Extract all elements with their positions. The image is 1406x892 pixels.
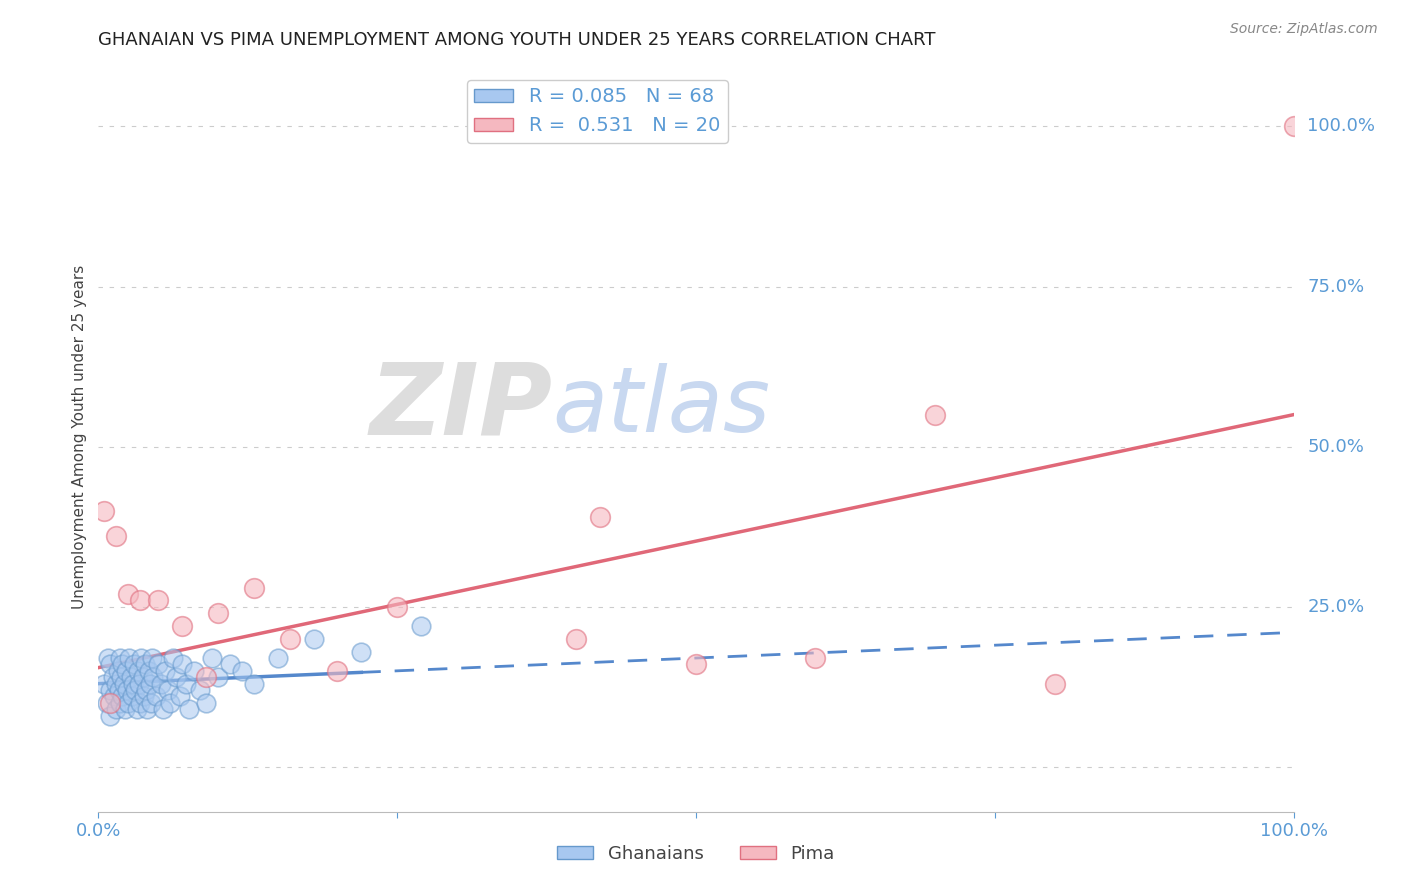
- Point: [162, 651, 184, 665]
- Point: [117, 587, 139, 601]
- Point: [97, 651, 120, 665]
- Point: [195, 670, 218, 684]
- Point: [107, 683, 129, 698]
- Point: [111, 657, 134, 672]
- Point: [411, 619, 433, 633]
- Text: Source: ZipAtlas.com: Source: ZipAtlas.com: [1230, 22, 1378, 37]
- Point: [93, 676, 115, 690]
- Point: [148, 593, 170, 607]
- Point: [172, 619, 194, 633]
- Point: [804, 651, 827, 665]
- Point: [174, 676, 197, 690]
- Legend: Ghanaians, Pima: Ghanaians, Pima: [550, 838, 842, 870]
- Point: [111, 690, 134, 704]
- Text: GHANAIAN VS PIMA UNEMPLOYMENT AMONG YOUTH UNDER 25 YEARS CORRELATION CHART: GHANAIAN VS PIMA UNEMPLOYMENT AMONG YOUT…: [98, 31, 936, 49]
- Point: [148, 657, 170, 672]
- Point: [139, 676, 162, 690]
- Point: [108, 651, 131, 665]
- Point: [155, 664, 177, 678]
- Point: [139, 696, 162, 710]
- Point: [107, 664, 129, 678]
- Text: 50.0%: 50.0%: [1308, 438, 1364, 456]
- Point: [565, 632, 588, 646]
- Point: [141, 651, 163, 665]
- Text: ZIP: ZIP: [370, 359, 553, 456]
- Point: [156, 683, 179, 698]
- Point: [115, 683, 138, 698]
- Point: [114, 702, 136, 716]
- Point: [120, 670, 142, 684]
- Point: [117, 696, 139, 710]
- Point: [108, 696, 131, 710]
- Point: [165, 670, 187, 684]
- Point: [183, 664, 205, 678]
- Point: [1043, 676, 1066, 690]
- Point: [129, 696, 152, 710]
- Point: [127, 664, 149, 678]
- Point: [169, 690, 191, 704]
- Point: [105, 702, 128, 716]
- Point: [685, 657, 707, 672]
- Point: [179, 702, 201, 716]
- Point: [207, 606, 229, 620]
- Point: [302, 632, 325, 646]
- Point: [243, 676, 266, 690]
- Point: [589, 510, 612, 524]
- Point: [267, 651, 290, 665]
- Point: [131, 670, 153, 684]
- Point: [105, 529, 128, 543]
- Point: [98, 696, 122, 710]
- Point: [124, 683, 146, 698]
- Point: [138, 664, 160, 678]
- Point: [188, 683, 211, 698]
- Point: [134, 657, 156, 672]
- Point: [131, 651, 153, 665]
- Point: [149, 676, 172, 690]
- Text: 100.0%: 100.0%: [1308, 118, 1375, 136]
- Point: [122, 676, 145, 690]
- Point: [278, 632, 301, 646]
- Point: [105, 676, 128, 690]
- Point: [201, 651, 224, 665]
- Y-axis label: Unemployment Among Youth under 25 years: Unemployment Among Youth under 25 years: [72, 265, 87, 609]
- Text: 75.0%: 75.0%: [1308, 277, 1365, 295]
- Point: [219, 657, 242, 672]
- Point: [125, 702, 148, 716]
- Point: [98, 657, 122, 672]
- Point: [118, 651, 141, 665]
- Point: [132, 690, 155, 704]
- Point: [385, 599, 409, 614]
- Point: [145, 690, 167, 704]
- Point: [350, 645, 373, 659]
- Point: [115, 664, 138, 678]
- Point: [110, 670, 132, 684]
- Point: [142, 670, 165, 684]
- Point: [98, 683, 122, 698]
- Point: [924, 408, 946, 422]
- Point: [128, 676, 150, 690]
- Point: [124, 657, 146, 672]
- Point: [96, 696, 118, 710]
- Point: [93, 504, 115, 518]
- Point: [243, 581, 266, 595]
- Point: [172, 657, 194, 672]
- Point: [103, 690, 125, 704]
- Point: [231, 664, 253, 678]
- Text: 25.0%: 25.0%: [1308, 598, 1365, 615]
- Point: [135, 683, 157, 698]
- Point: [326, 664, 349, 678]
- Point: [129, 593, 152, 607]
- Point: [112, 676, 135, 690]
- Point: [1282, 120, 1305, 134]
- Point: [136, 702, 159, 716]
- Point: [159, 696, 181, 710]
- Point: [121, 690, 143, 704]
- Point: [152, 702, 174, 716]
- Point: [98, 708, 122, 723]
- Point: [207, 670, 229, 684]
- Point: [101, 670, 124, 684]
- Point: [195, 696, 218, 710]
- Text: atlas: atlas: [553, 363, 770, 451]
